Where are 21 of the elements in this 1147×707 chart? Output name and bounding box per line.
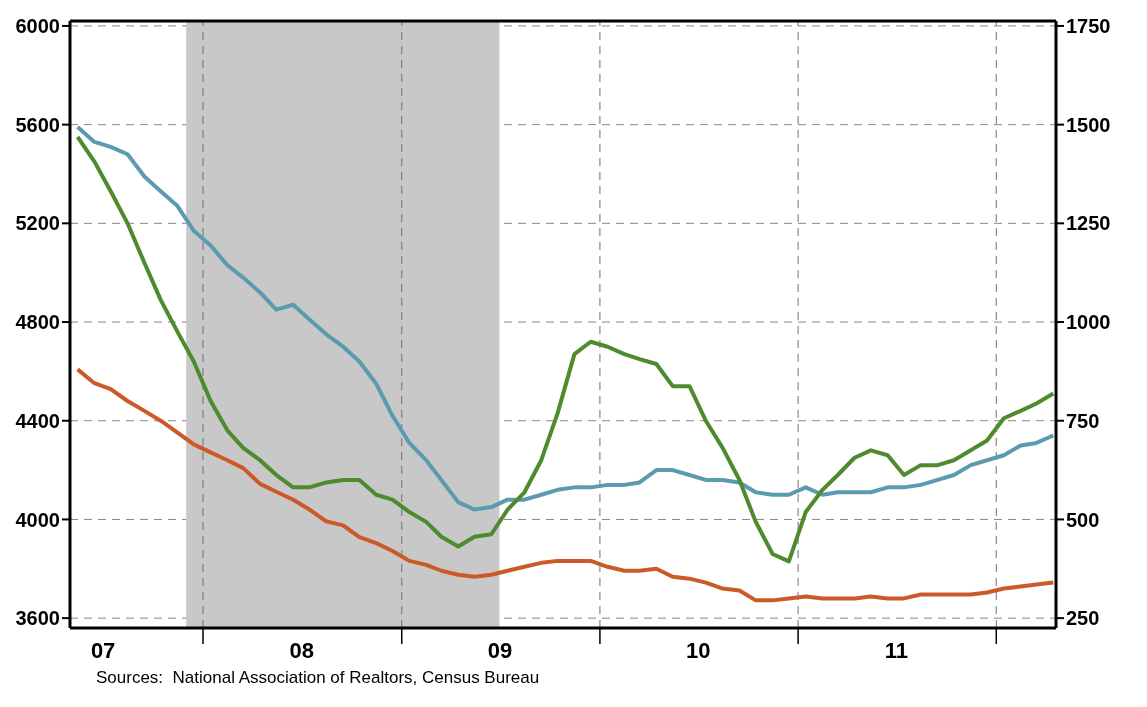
y2-tick-label: 750 bbox=[1066, 409, 1100, 432]
y-tick-label: 4800 bbox=[15, 311, 60, 334]
x-tick-label: 11 bbox=[884, 638, 909, 663]
y2-tick-label: 1500 bbox=[1066, 113, 1111, 136]
x-tick-label: 07 bbox=[90, 638, 116, 663]
line-series bbox=[75, 367, 1056, 603]
y-tick-label: 3600 bbox=[15, 607, 60, 630]
y-tick-label: 4400 bbox=[15, 409, 60, 432]
source-note: Sources: National Association of Realtors, Census Bureau bbox=[96, 668, 541, 688]
y2-tick-label: 1250 bbox=[1066, 212, 1111, 235]
y2-tick-label: 1000 bbox=[1066, 311, 1111, 334]
y2-tick-label: 250 bbox=[1066, 607, 1100, 630]
x-tick-label: 09 bbox=[487, 638, 513, 663]
y-tick-label: 4000 bbox=[15, 508, 60, 531]
y2-tick-label: 500 bbox=[1066, 508, 1100, 531]
x-tick-label: 08 bbox=[289, 638, 315, 663]
y-tick-label: 5600 bbox=[15, 113, 60, 136]
y-tick-label: 5200 bbox=[15, 212, 60, 235]
y2-tick-label: 1750 bbox=[1066, 15, 1111, 38]
y-tick-label: 6000 bbox=[15, 15, 60, 38]
x-tick-label: 10 bbox=[685, 638, 711, 663]
